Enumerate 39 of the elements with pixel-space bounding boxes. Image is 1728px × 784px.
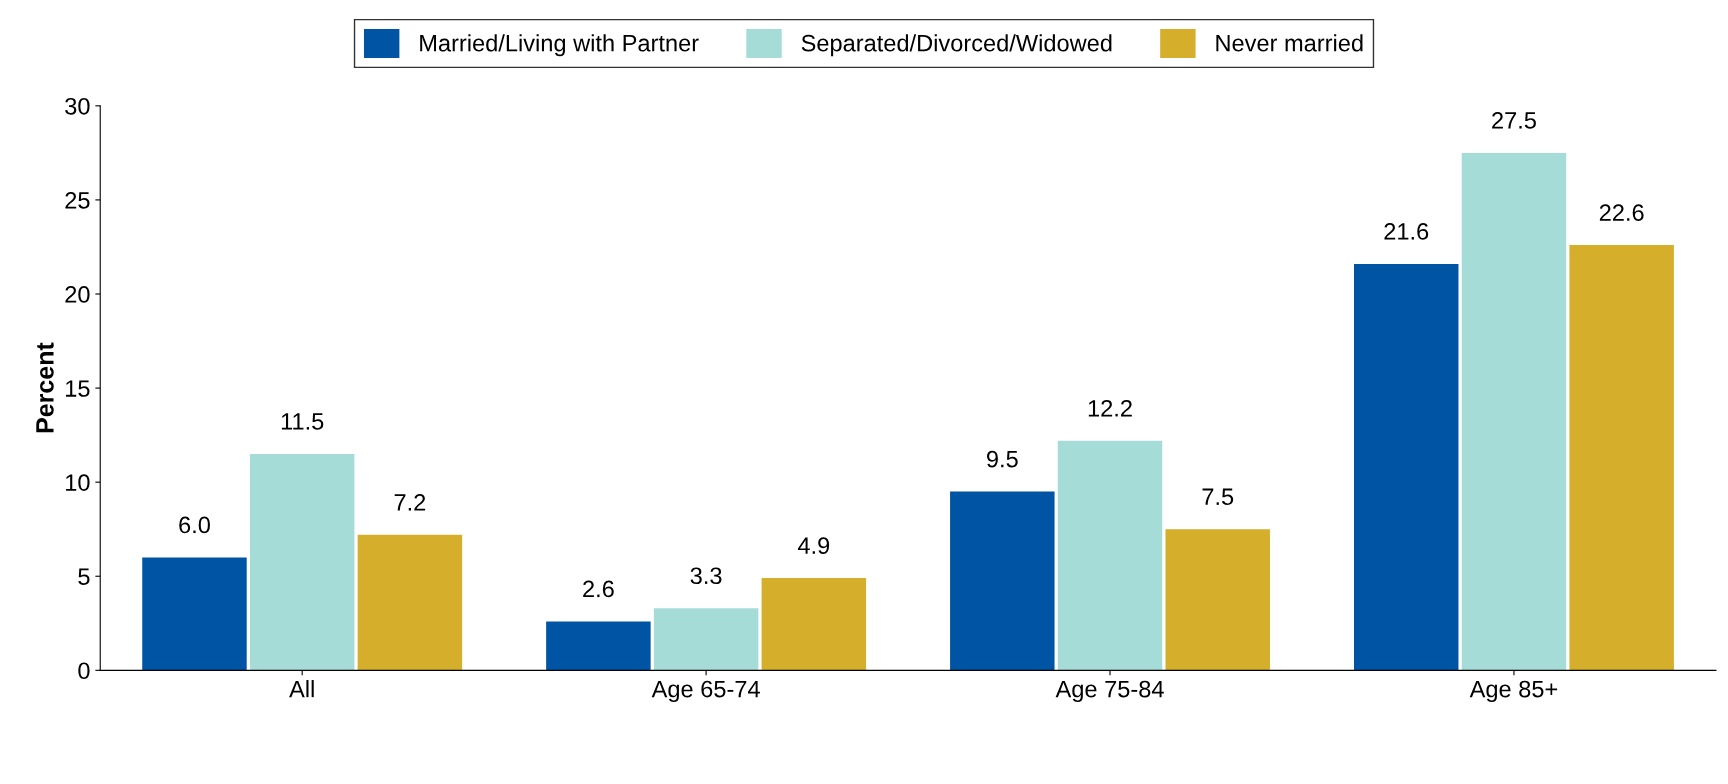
bar [1353, 263, 1459, 671]
bar [1461, 152, 1567, 671]
y-tick-label: 20 [65, 286, 90, 303]
legend-label: Separated/Divorced/Widowed [801, 34, 1112, 57]
bar [546, 621, 651, 671]
data-label: 12.2 [1088, 399, 1132, 417]
y-tick-label: 10 [66, 474, 90, 491]
data-label: 4.9 [797, 537, 830, 555]
data-label: 3.3 [690, 567, 722, 585]
bar [1165, 529, 1270, 671]
bar [761, 578, 867, 671]
y-axis-title: Percent [36, 342, 54, 433]
data-label: 27.5 [1492, 112, 1536, 129]
data-label: 11.5 [281, 413, 324, 430]
data-label: 6.0 [179, 516, 210, 534]
y-tick-label: 5 [78, 568, 90, 586]
bar [653, 608, 759, 671]
data-label: 7.2 [394, 494, 426, 511]
bar [357, 534, 463, 671]
data-label: 21.6 [1384, 223, 1429, 240]
data-label: 22.6 [1599, 204, 1644, 221]
data-label: 9.5 [987, 450, 1018, 468]
x-tick-label: Age 75-84 [1055, 680, 1164, 703]
bar [142, 557, 247, 671]
y-tick-label: 30 [65, 97, 90, 115]
legend-label: Married/Living with Partner [420, 34, 699, 57]
x-tick-label: All [289, 680, 314, 698]
y-tick-label: 25 [65, 191, 90, 209]
bar [950, 491, 1055, 671]
data-label: 7.5 [1202, 488, 1234, 506]
x-tick-label: Age 85+ [1469, 680, 1558, 703]
y-tick-label: 0 [78, 662, 90, 680]
legend-label: Never married [1216, 34, 1363, 52]
bar [1569, 245, 1674, 671]
y-tick-label: 15 [66, 380, 90, 397]
data-label: 2.6 [583, 580, 614, 598]
bar [1057, 440, 1163, 671]
x-tick-label: Age 65-74 [651, 680, 760, 703]
bar [249, 453, 355, 671]
